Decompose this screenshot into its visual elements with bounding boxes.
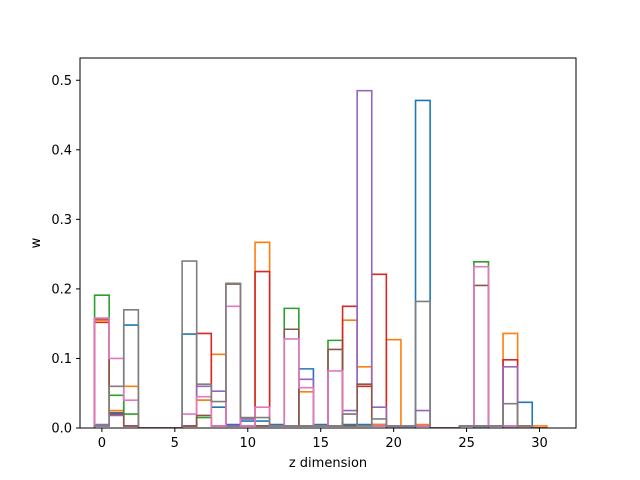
y-tick-label: 0.3 (51, 213, 72, 228)
axes-frame (79, 57, 577, 429)
plot-area (79, 57, 577, 429)
x-tick-label: 15 (312, 436, 329, 451)
x-tick-label: 20 (385, 436, 402, 451)
x-tick-label: 5 (171, 436, 179, 451)
y-tick-label: 0.2 (51, 282, 72, 297)
x-tick-label: 30 (531, 436, 548, 451)
y-tick-label: 0.4 (51, 143, 72, 158)
x-tick-label: 25 (458, 436, 475, 451)
x-axis-label: z dimension (289, 456, 367, 471)
y-tick-label: 0.1 (51, 352, 72, 367)
series-8-step-line (93, 260, 547, 428)
y-axis-label: w (29, 237, 44, 248)
x-tick-label: 10 (239, 436, 256, 451)
x-axis: 0 5 10 15 20 25 30 (98, 428, 548, 451)
x-tick-label: 0 (98, 436, 106, 451)
y-tick-label: 0.5 (51, 74, 72, 89)
y-axis: 0.0 0.1 0.2 0.3 0.4 0.5 (51, 74, 80, 437)
y-tick-label: 0.0 (51, 422, 72, 437)
